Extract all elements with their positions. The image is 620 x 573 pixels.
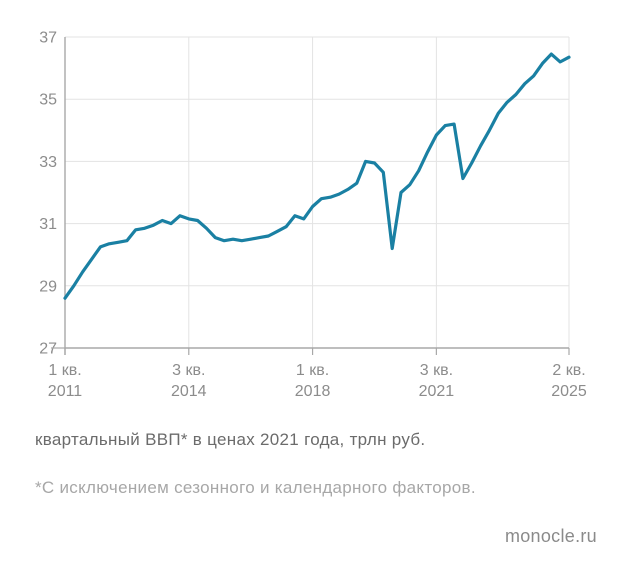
y-tick-label: 31 xyxy=(39,216,57,233)
y-tick-label: 27 xyxy=(39,341,57,358)
x-tick-label-quarter: 2 кв. xyxy=(552,362,585,379)
x-tick-label-quarter: 1 кв. xyxy=(296,362,329,379)
x-tick-label-year: 2021 xyxy=(419,383,455,400)
x-tick-label-quarter: 1 кв. xyxy=(48,362,81,379)
x-tick-label-year: 2011 xyxy=(48,383,83,400)
x-tick-label-quarter: 3 кв. xyxy=(420,362,453,379)
chart-caption: квартальный ВВП* в ценах 2021 года, трлн… xyxy=(35,430,426,449)
y-tick-label: 37 xyxy=(39,30,57,47)
y-tick-label: 29 xyxy=(39,278,57,295)
x-tick-label-quarter: 3 кв. xyxy=(172,362,205,379)
chart-footnote: *С исключением сезонного и календарного … xyxy=(35,478,476,497)
x-tick-label-year: 2018 xyxy=(295,383,331,400)
y-tick-label: 35 xyxy=(39,92,57,109)
source-watermark: monocle.ru xyxy=(504,526,597,546)
x-tick-label-year: 2025 xyxy=(551,383,587,400)
gdp-data-line xyxy=(63,52,571,300)
gdp-line-chart: 27 29 31 33 35 37 1 кв. 2011 3 кв. 2014 1 кв. 2018 3… xyxy=(39,30,587,401)
x-tick-label-year: 2014 xyxy=(171,383,207,400)
y-tick-label: 33 xyxy=(39,154,57,171)
